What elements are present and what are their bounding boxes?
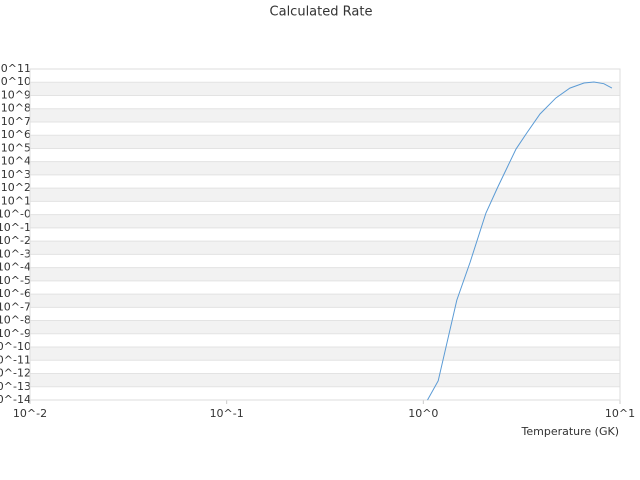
- y-tick-label: 10^-10: [0, 340, 31, 353]
- y-tick-label: 10^7: [1, 115, 31, 128]
- grid-band: [30, 214, 620, 228]
- y-tick-label: 10^-7: [0, 300, 31, 313]
- y-tick-label: 10^2: [1, 181, 31, 194]
- data-line: [427, 81, 613, 401]
- grid-band: [30, 135, 620, 149]
- y-tick-label: 10^5: [1, 141, 31, 154]
- y-tick-label: 10^-11: [0, 353, 31, 366]
- y-tick-label: 10^9: [1, 88, 31, 101]
- grid-band: [30, 373, 620, 387]
- y-tick-label: 10^8: [1, 102, 31, 115]
- y-tick-label: 10^11: [0, 62, 31, 75]
- grid-band: [30, 294, 620, 308]
- y-tick-label: 10^-0: [0, 208, 31, 221]
- y-tick-label: 10^-1: [0, 221, 31, 234]
- y-tick-label: 10^-6: [0, 287, 31, 300]
- x-tick-label: 10^1: [605, 407, 635, 420]
- y-tick-label: 10^-8: [0, 314, 31, 327]
- y-tick-label: 10^-13: [0, 380, 31, 393]
- y-tick-label: 10^-3: [0, 247, 31, 260]
- y-tick-label: 10^4: [1, 155, 31, 168]
- y-tick-label: 10^3: [1, 168, 31, 181]
- chart-title: Calculated Rate: [270, 5, 373, 20]
- grid-band: [30, 347, 620, 361]
- x-tick-label: 10^-1: [210, 407, 244, 420]
- x-axis-label: Temperature (GK): [521, 425, 620, 438]
- grid-band: [30, 108, 620, 122]
- grid-band: [30, 188, 620, 202]
- y-tick-label: 10^-2: [0, 234, 31, 247]
- grid-band: [30, 161, 620, 175]
- y-tick-label: 10^-9: [0, 327, 31, 340]
- grid-band: [30, 320, 620, 334]
- y-tick-label: 10^-5: [0, 274, 31, 287]
- y-tick-label: 10^1: [1, 194, 31, 207]
- y-tick-label: 10^6: [1, 128, 31, 141]
- plot-border: [29, 68, 621, 401]
- y-tick-label: 10^-4: [0, 261, 31, 274]
- grid-band: [30, 267, 620, 281]
- y-tick-label: 10^-14: [0, 393, 31, 406]
- grid-band: [30, 241, 620, 255]
- grid-band: [30, 82, 620, 96]
- y-tick-label: 10^-12: [0, 367, 31, 380]
- x-tick-label: 10^-2: [13, 407, 47, 420]
- x-tick-label: 10^0: [408, 407, 438, 420]
- y-tick-label: 10^10: [0, 75, 31, 88]
